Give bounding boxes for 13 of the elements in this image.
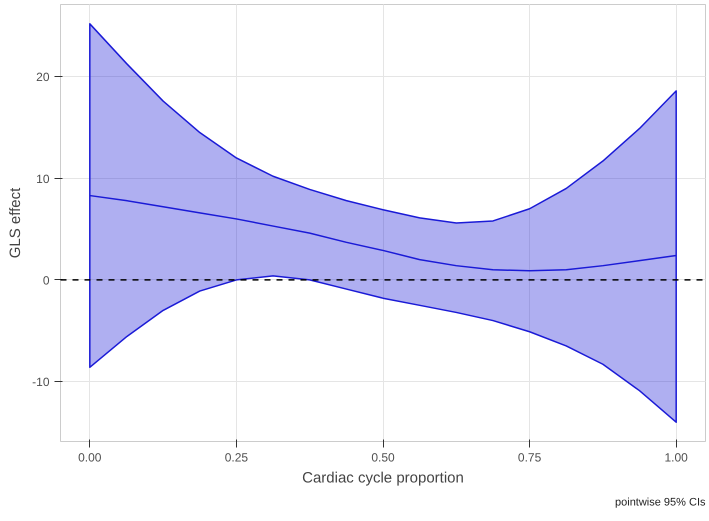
y-axis-title: GLS effect <box>7 186 24 258</box>
x-tick-label: 0.50 <box>371 450 396 464</box>
y-tick-label: 20 <box>36 70 50 84</box>
x-tick-label: 0.25 <box>224 450 248 464</box>
y-tick-label: 0 <box>42 273 50 288</box>
x-tick-label: 0.00 <box>78 450 102 464</box>
x-tick-label: 0.75 <box>518 450 542 464</box>
y-tick-label: 10 <box>36 172 50 186</box>
x-axis-title: Cardiac cycle proportion <box>302 470 464 486</box>
line-series <box>89 194 677 272</box>
y-tick-label: -10 <box>32 375 50 390</box>
text: pointwise 95% CIs <box>615 496 706 508</box>
x-tick-label: 1.00 <box>664 450 688 464</box>
